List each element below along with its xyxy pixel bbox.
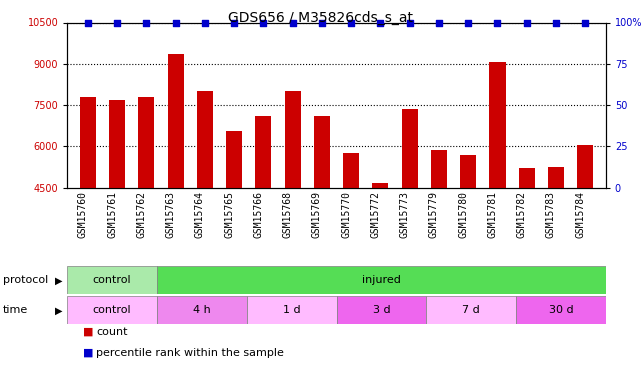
Text: ▶: ▶ [54, 275, 62, 285]
Bar [67, 266, 157, 294]
Bar [157, 296, 247, 324]
Point [492, 20, 503, 26]
Point [258, 20, 269, 26]
Text: GSM15770: GSM15770 [341, 191, 351, 238]
Text: GSM15781: GSM15781 [487, 191, 497, 238]
Point [229, 20, 239, 26]
Text: GSM15764: GSM15764 [195, 191, 205, 238]
Point [141, 20, 151, 26]
Text: GSM15773: GSM15773 [400, 191, 410, 238]
Text: 3 d: 3 d [372, 305, 390, 315]
Text: GSM15768: GSM15768 [283, 191, 293, 238]
Text: 1 d: 1 d [283, 305, 301, 315]
Bar [285, 91, 301, 311]
Text: ■: ■ [83, 327, 94, 337]
Bar [67, 296, 157, 324]
Text: ▶: ▶ [54, 305, 62, 315]
Text: GSM15763: GSM15763 [165, 191, 176, 238]
Bar [255, 116, 271, 311]
Point [551, 20, 561, 26]
Bar [138, 97, 154, 311]
Bar [157, 266, 606, 294]
Text: GSM15772: GSM15772 [370, 191, 380, 238]
Text: GSM15780: GSM15780 [458, 191, 468, 238]
Text: GSM15769: GSM15769 [312, 191, 322, 238]
Text: injured: injured [362, 275, 401, 285]
Text: ■: ■ [83, 348, 94, 357]
Text: GSM15766: GSM15766 [253, 191, 263, 238]
Point [463, 20, 473, 26]
Bar [516, 296, 606, 324]
Point [580, 20, 590, 26]
Bar [460, 154, 476, 311]
Text: GSM15783: GSM15783 [546, 191, 556, 238]
Bar [226, 131, 242, 311]
Text: count: count [96, 327, 128, 337]
Bar [314, 116, 330, 311]
Point [171, 20, 181, 26]
Bar [426, 296, 516, 324]
Text: 4 h: 4 h [193, 305, 211, 315]
Text: time: time [3, 305, 28, 315]
Text: GSM15784: GSM15784 [575, 191, 585, 238]
Bar [79, 97, 96, 311]
Text: GSM15779: GSM15779 [429, 191, 439, 238]
Text: percentile rank within the sample: percentile rank within the sample [96, 348, 284, 357]
Text: GSM15782: GSM15782 [517, 191, 527, 238]
Text: control: control [93, 275, 131, 285]
Text: 7 d: 7 d [462, 305, 480, 315]
Point [434, 20, 444, 26]
Point [375, 20, 385, 26]
Bar [337, 296, 426, 324]
Text: GSM15762: GSM15762 [137, 191, 146, 238]
Bar [343, 153, 359, 311]
Bar [109, 99, 125, 311]
Bar [548, 167, 564, 311]
Point [317, 20, 327, 26]
Bar [577, 145, 594, 311]
Bar [247, 296, 337, 324]
Point [288, 20, 298, 26]
Text: control: control [93, 305, 131, 315]
Text: protocol: protocol [3, 275, 49, 285]
Point [83, 20, 93, 26]
Bar [197, 91, 213, 311]
Bar [372, 183, 388, 311]
Bar [402, 109, 418, 311]
Point [404, 20, 415, 26]
Point [522, 20, 532, 26]
Bar [167, 54, 183, 311]
Point [200, 20, 210, 26]
Text: GSM15760: GSM15760 [78, 191, 88, 238]
Text: GSM15761: GSM15761 [107, 191, 117, 238]
Point [346, 20, 356, 26]
Point [112, 20, 122, 26]
Text: 30 d: 30 d [549, 305, 573, 315]
Bar [431, 150, 447, 311]
Bar [519, 168, 535, 311]
Text: GSM15765: GSM15765 [224, 191, 234, 238]
Bar [490, 62, 506, 311]
Text: GDS656 / M35826cds_s_at: GDS656 / M35826cds_s_at [228, 11, 413, 26]
